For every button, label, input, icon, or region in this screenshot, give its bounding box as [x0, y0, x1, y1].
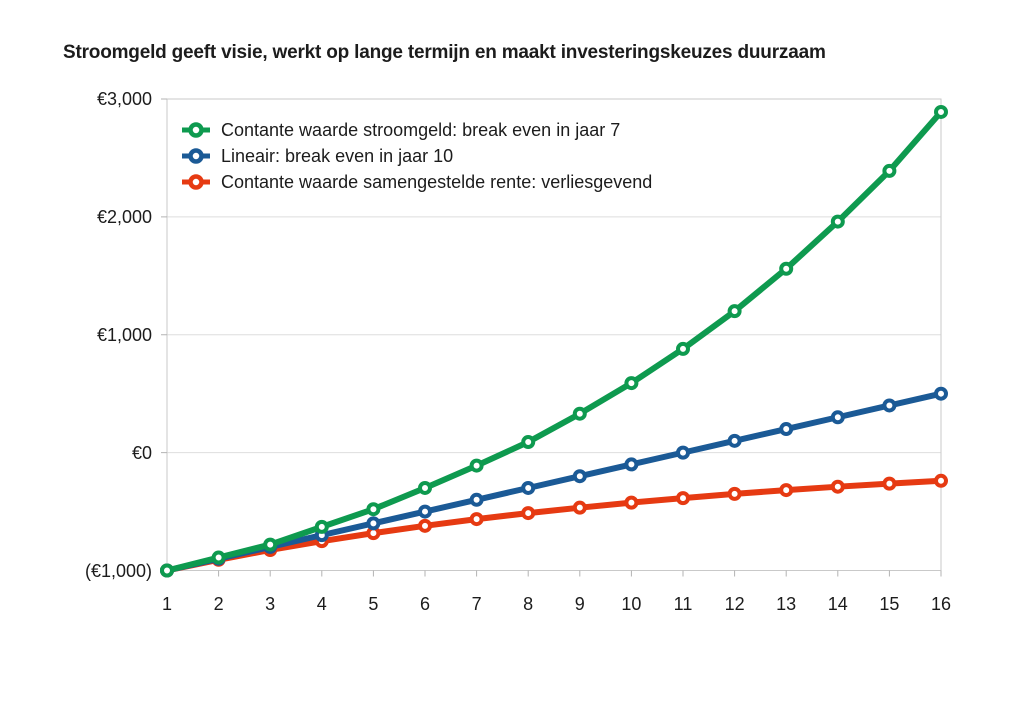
data-point-marker [676, 445, 690, 460]
x-axis-label: 3 [265, 594, 276, 614]
data-point-marker [882, 398, 897, 413]
data-point-marker [418, 518, 432, 533]
data-point-marker [624, 457, 639, 472]
data-point-marker [624, 376, 639, 391]
data-point-marker [934, 473, 948, 488]
legend-label: Contante waarde stroomgeld: break even i… [221, 119, 621, 140]
data-point-marker [366, 502, 381, 517]
data-point-marker [624, 495, 639, 510]
x-axis-label: 5 [368, 594, 379, 614]
data-point-marker [263, 537, 278, 552]
data-point-marker [572, 406, 587, 421]
data-point-marker [160, 563, 174, 578]
data-point-marker [469, 512, 484, 527]
x-axis-label: 10 [621, 594, 642, 614]
data-point-marker [934, 386, 948, 401]
legend-ring [188, 122, 204, 138]
data-point-marker [366, 516, 381, 531]
y-axis-label: (€1,000) [84, 560, 152, 581]
data-point-marker [779, 261, 794, 276]
legend-marker-icon [182, 174, 210, 190]
legend-marker-icon [182, 122, 210, 138]
x-axis-label: 8 [523, 594, 534, 614]
data-point-marker [314, 519, 329, 534]
legend-ring [188, 148, 204, 164]
y-axis-label: €1,000 [96, 324, 152, 345]
data-point-marker [469, 492, 484, 507]
data-point-marker [934, 104, 948, 119]
legend-item: Contante waarde samengestelde rente: ver… [180, 169, 652, 195]
data-point-marker [882, 476, 897, 491]
x-axis-label: 12 [724, 594, 745, 614]
data-point-marker [521, 435, 536, 450]
data-point-marker [469, 458, 484, 473]
x-axis-label: 11 [673, 594, 693, 614]
data-point-marker [830, 410, 845, 425]
legend-marker-icon [182, 148, 210, 164]
data-point-marker [521, 506, 536, 521]
y-axis-label: €0 [131, 442, 152, 463]
y-axis-label: €2,000 [96, 206, 152, 227]
legend-item: Contante waarde stroomgeld: break even i… [180, 117, 620, 143]
x-axis-label: 9 [574, 594, 585, 614]
data-point-marker [211, 550, 226, 565]
data-point-marker [572, 500, 587, 515]
series-line-1 [164, 390, 944, 574]
y-axis-label: €3,000 [96, 89, 152, 109]
x-axis-label: 4 [316, 594, 327, 614]
data-point-marker [727, 486, 742, 501]
data-point-marker [521, 480, 536, 495]
data-point-marker [779, 422, 794, 437]
legend-item: Lineair: break even in jaar 10 [180, 143, 453, 169]
data-point-marker [676, 341, 690, 356]
x-axis-label: 15 [879, 594, 900, 614]
x-axis-label: 14 [827, 594, 848, 614]
data-point-marker [676, 491, 690, 506]
series-line-2 [164, 477, 944, 574]
x-axis-label: 13 [776, 594, 797, 614]
data-point-marker [418, 504, 432, 519]
legend-label: Lineair: break even in jaar 10 [221, 145, 454, 166]
data-point-marker [727, 433, 742, 448]
legend-ring [188, 174, 204, 190]
data-point-marker [727, 304, 742, 319]
data-point-marker [418, 480, 432, 495]
chart-title: Stroomgeld geeft visie, werkt op lange t… [63, 42, 826, 63]
series-line-0 [164, 108, 944, 574]
legend-label: Contante waarde samengestelde rente: ver… [221, 171, 653, 192]
data-point-marker [830, 214, 845, 229]
data-point-marker [882, 163, 897, 178]
x-axis-label: 1 [161, 594, 172, 614]
data-point-marker [572, 469, 587, 484]
data-point-marker [830, 479, 845, 494]
x-axis-label: 6 [419, 594, 430, 614]
x-axis-label: 7 [471, 594, 482, 614]
x-axis-label: 16 [930, 594, 952, 614]
x-axis-label: 2 [213, 594, 224, 614]
data-point-marker [779, 483, 794, 498]
